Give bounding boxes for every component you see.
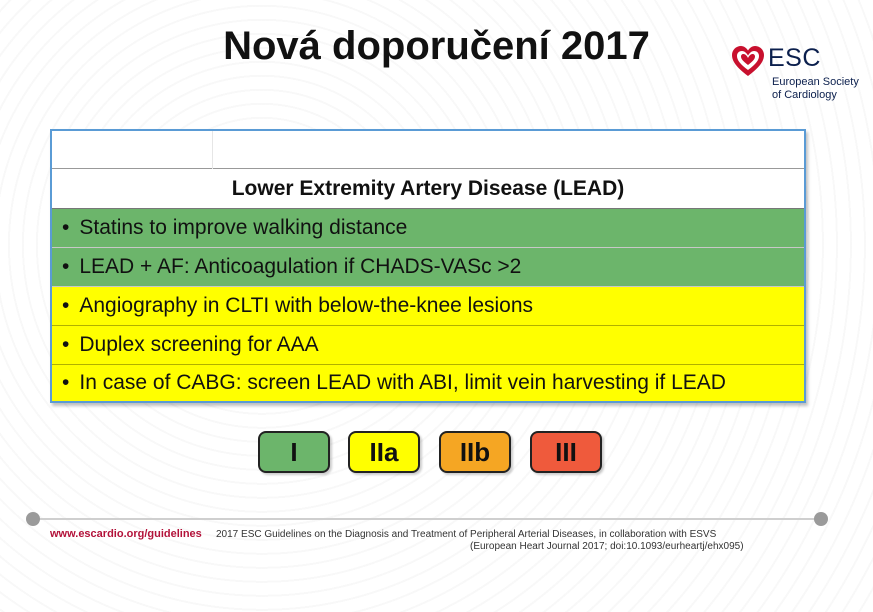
esc-logo: ESC European Society of Cardiology bbox=[730, 42, 870, 112]
footer-citation: 2017 ESC Guidelines on the Diagnosis and… bbox=[216, 529, 717, 540]
table-row: • In case of CABG: screen LEAD with ABI,… bbox=[52, 365, 804, 401]
table-row: • Angiography in CLTI with below-the-kne… bbox=[52, 287, 804, 326]
logo-name: ESC bbox=[768, 44, 821, 72]
footer-url[interactable]: www.escardio.org/guidelines bbox=[50, 528, 202, 540]
heart-icon bbox=[732, 46, 764, 76]
table-row: • Statins to improve walking distance bbox=[52, 209, 804, 248]
row-text: In case of CABG: screen LEAD with ABI, l… bbox=[79, 371, 726, 394]
logo-subtitle: European Society of Cardiology bbox=[772, 76, 859, 102]
row-text: Angiography in CLTI with below-the-knee … bbox=[79, 294, 534, 317]
row-text: Statins to improve walking distance bbox=[79, 216, 408, 239]
logo-subtitle-line2: of Cardiology bbox=[772, 89, 837, 101]
bullet: • bbox=[62, 371, 70, 394]
class-i-badge: I bbox=[258, 431, 330, 473]
table-blank-cell bbox=[52, 131, 213, 169]
logo-subtitle-line1: European Society bbox=[772, 76, 859, 88]
footer-divider bbox=[32, 518, 822, 520]
footer-left-dot bbox=[26, 512, 40, 526]
bullet: • bbox=[62, 333, 70, 356]
row-text: LEAD + AF: Anticoagulation if CHADS-VASc… bbox=[79, 255, 522, 278]
footer-doi: (European Heart Journal 2017; doi:10.109… bbox=[470, 541, 744, 552]
slide-title: Nová doporučení 2017 bbox=[223, 24, 650, 68]
bullet: • bbox=[62, 255, 70, 278]
class-iii-badge: III bbox=[530, 431, 602, 473]
row-text: Duplex screening for AAA bbox=[79, 333, 319, 356]
recommendations-table: Lower Extremity Artery Disease (LEAD) • … bbox=[50, 129, 806, 403]
bullet: • bbox=[62, 216, 70, 239]
footer-right-dot bbox=[814, 512, 828, 526]
table-row: • LEAD + AF: Anticoagulation if CHADS-VA… bbox=[52, 248, 804, 287]
table-row: • Duplex screening for AAA bbox=[52, 326, 804, 365]
table-blank-row bbox=[52, 131, 804, 169]
class-iia-badge: IIa bbox=[348, 431, 420, 473]
table-header: Lower Extremity Artery Disease (LEAD) bbox=[52, 169, 804, 209]
class-iib-badge: IIb bbox=[439, 431, 511, 473]
bullet: • bbox=[62, 294, 70, 317]
